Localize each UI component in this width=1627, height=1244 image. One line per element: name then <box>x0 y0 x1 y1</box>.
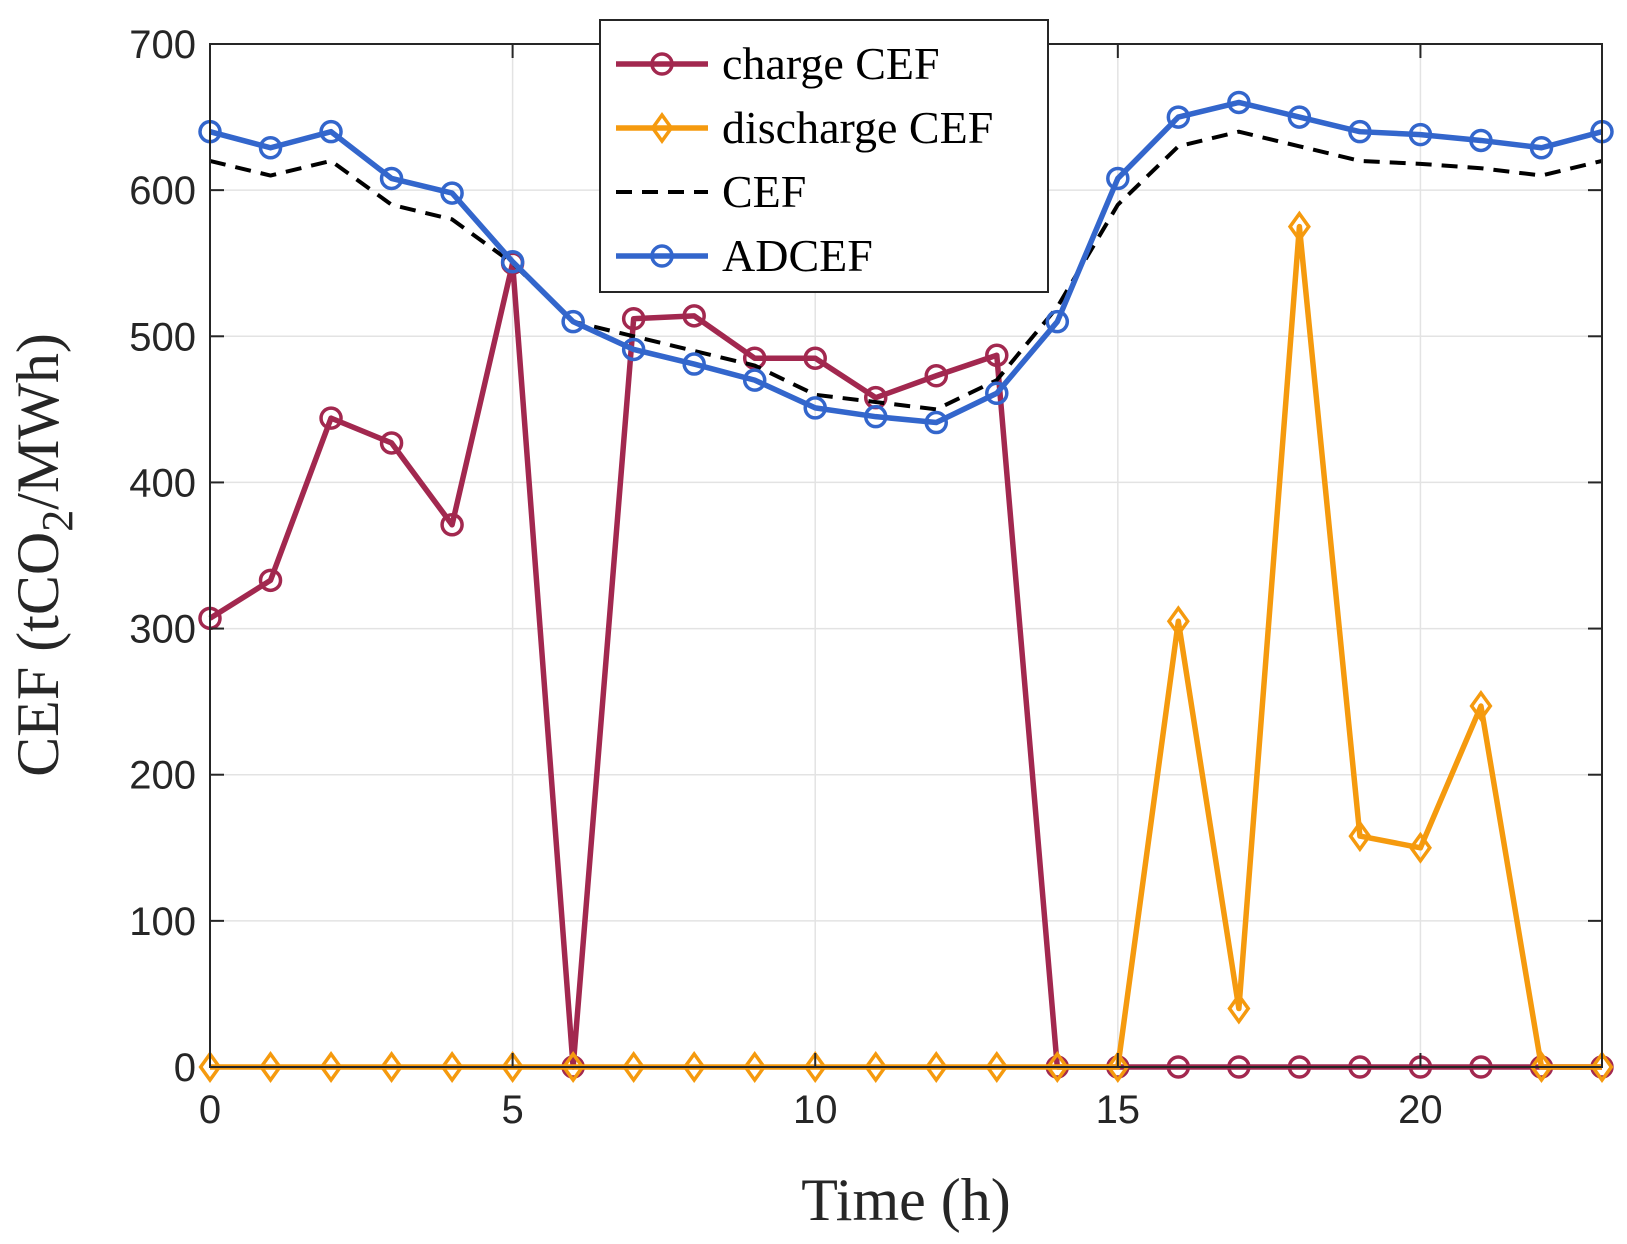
legend-label: charge CEF <box>722 38 940 89</box>
data-point <box>1348 119 1372 144</box>
data-point <box>742 346 767 370</box>
data-point <box>924 410 949 435</box>
data-point <box>924 363 949 388</box>
y-tick-label: 300 <box>129 608 196 652</box>
data-point <box>440 513 464 537</box>
data-point <box>440 1051 464 1083</box>
data-point <box>1227 90 1251 115</box>
data-point <box>924 1051 948 1083</box>
data-point <box>1529 1051 1553 1083</box>
data-point <box>258 136 283 160</box>
y-tick-label: 100 <box>129 900 196 944</box>
series-cef <box>209 129 1603 412</box>
data-point <box>1469 128 1493 153</box>
data-point <box>440 181 464 205</box>
data-point <box>1590 1051 1614 1083</box>
data-point <box>1166 105 1191 129</box>
data-point <box>561 309 585 334</box>
data-point <box>198 1051 222 1083</box>
legend: charge CEF discharge CEF CEF ADCEF <box>599 19 1049 293</box>
y-tick-label: 500 <box>129 315 196 359</box>
data-point <box>1408 122 1433 147</box>
data-point <box>380 1051 404 1083</box>
data-point <box>319 406 343 430</box>
x-tick-label: 20 <box>1398 1088 1443 1132</box>
data-point <box>622 1051 646 1083</box>
legend-label: ADCEF <box>722 230 873 281</box>
x-axis-label: Time (h) <box>801 1167 1010 1233</box>
legend-label: CEF <box>722 166 806 217</box>
legend-entry: discharge CEF <box>616 102 993 153</box>
data-point <box>561 1051 585 1083</box>
y-tick-label: 200 <box>129 754 196 798</box>
x-tick-label: 5 <box>501 1088 523 1132</box>
legend-marker <box>650 112 674 144</box>
y-tick-label: 400 <box>129 461 196 505</box>
data-point <box>985 343 1009 368</box>
data-point <box>258 568 283 593</box>
data-point <box>1469 690 1493 723</box>
data-point <box>1348 820 1372 853</box>
data-point <box>803 346 827 370</box>
series-adcef <box>198 90 1614 435</box>
y-axis-label-subscript: 2 <box>33 510 82 532</box>
data-point <box>1166 605 1190 638</box>
data-point <box>682 304 706 328</box>
data-point <box>682 1051 706 1083</box>
data-point <box>259 1051 283 1083</box>
data-point <box>864 1051 888 1083</box>
data-point <box>1287 210 1311 243</box>
data-point <box>319 1051 343 1083</box>
data-point <box>863 404 888 429</box>
data-point <box>1408 831 1432 864</box>
data-point <box>1106 1051 1130 1083</box>
data-point <box>1045 309 1070 334</box>
data-point <box>985 381 1009 406</box>
legend-entry: CEF <box>616 166 806 217</box>
y-axis-label-suffix: /MWh) <box>5 333 71 510</box>
data-point <box>319 119 343 144</box>
y-tick-label: 600 <box>129 169 196 213</box>
data-point <box>682 352 706 376</box>
x-tick-label: 10 <box>793 1088 838 1132</box>
x-tick-label: 15 <box>1096 1088 1141 1132</box>
legend-entry: ADCEF <box>616 230 873 281</box>
data-point <box>621 306 646 331</box>
y-tick-label: 0 <box>174 1046 196 1090</box>
data-point <box>1106 166 1130 191</box>
data-point <box>985 1051 1009 1083</box>
legend-marker <box>650 244 674 268</box>
y-tick-label: 700 <box>129 23 196 67</box>
y-axis-label: CEF (tCO2/MWh) <box>5 333 82 777</box>
data-point <box>621 337 646 362</box>
data-point <box>500 250 525 274</box>
data-point <box>379 166 404 191</box>
data-point <box>501 1051 525 1083</box>
x-tick-label: 0 <box>199 1088 221 1132</box>
legend-entry: charge CEF <box>616 38 940 89</box>
data-point <box>1045 1051 1069 1083</box>
data-point <box>1529 136 1554 160</box>
data-point <box>742 368 767 392</box>
legend-label: discharge CEF <box>722 102 993 153</box>
y-axis-label-prefix: CEF (tCO <box>5 532 71 777</box>
data-point <box>1227 992 1251 1025</box>
data-point <box>803 1051 827 1083</box>
data-point <box>743 1051 767 1083</box>
data-point <box>803 396 827 420</box>
data-point <box>1287 105 1312 129</box>
series-line <box>209 129 1603 412</box>
legend-marker <box>650 52 674 76</box>
data-point <box>379 431 404 455</box>
